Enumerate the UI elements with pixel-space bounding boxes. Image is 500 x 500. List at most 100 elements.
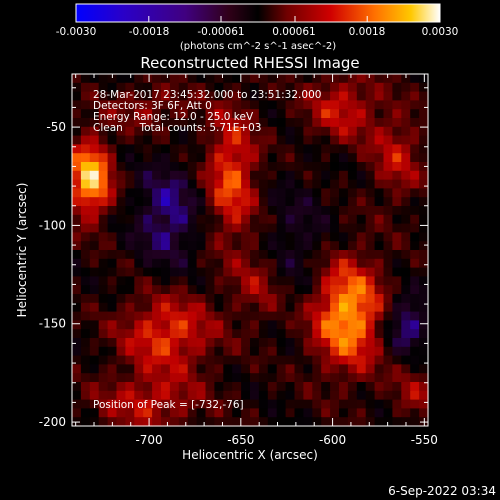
heatmap-cell (98, 338, 109, 348)
heatmap-cell (374, 74, 385, 84)
heatmap-cell (72, 91, 82, 101)
heatmap-cell (356, 135, 367, 145)
heatmap-cell (107, 214, 118, 225)
heatmap-cell (312, 135, 322, 145)
heatmap-cell (223, 100, 233, 110)
heatmap-cell (125, 153, 135, 163)
heatmap-cell (312, 197, 322, 207)
heatmap-cell (419, 302, 429, 313)
heatmap-cell (285, 144, 296, 154)
heatmap-cell (187, 241, 198, 251)
heatmap-cell (187, 135, 198, 145)
heatmap-cell (241, 82, 251, 93)
heatmap-cell (116, 206, 126, 216)
heatmap-cell (276, 232, 287, 242)
heatmap-cell (294, 100, 304, 110)
heatmap-cell (116, 338, 126, 348)
heatmap-cell (303, 135, 313, 145)
heatmap-cell (214, 250, 224, 260)
heatmap-cell (312, 276, 322, 286)
heatmap-cell (258, 373, 269, 383)
heatmap-cell (294, 126, 304, 137)
info-energy-range: Energy Range: 12.0 - 25.0 keV (93, 111, 254, 123)
heatmap-cell (250, 144, 260, 154)
heatmap-cell (125, 346, 135, 357)
heatmap-cell (365, 126, 376, 137)
heatmap-cell (178, 364, 189, 374)
heatmap-cell (250, 126, 260, 137)
heatmap-cell (214, 390, 224, 401)
heatmap-cell (125, 144, 135, 154)
heatmap-cell (152, 390, 162, 401)
heatmap-cell (80, 364, 91, 374)
heatmap-cell (347, 408, 358, 418)
heatmap-cell (392, 135, 402, 145)
info-block: 28-Mar-2017 23:45:32.000 to 23:51:32.000… (93, 89, 321, 134)
heatmap-cell (347, 382, 358, 392)
heatmap-cell (392, 258, 402, 269)
heatmap-cell (214, 399, 224, 409)
heatmap-cell (419, 118, 429, 128)
heatmap-cell (232, 188, 242, 198)
heatmap-cell (232, 417, 242, 427)
heatmap-cell (250, 346, 260, 357)
heatmap-cell (321, 144, 331, 154)
heatmap-cell (392, 206, 402, 216)
heatmap-cell (419, 206, 429, 216)
heatmap-cell (250, 302, 260, 313)
heatmap-cell (321, 188, 331, 198)
heatmap-cell (276, 276, 287, 286)
heatmap-cell (383, 197, 393, 207)
heatmap-cell (107, 250, 118, 260)
heatmap-cell (178, 258, 189, 269)
heatmap-cell (267, 241, 278, 251)
heatmap-cell (312, 74, 322, 84)
heatmap-cell (178, 91, 189, 101)
colorbar-tick-label: 0.00061 (272, 26, 315, 38)
info-total-counts: Clean Total counts: 5.71E+03 (93, 122, 262, 134)
heatmap-cell (161, 109, 171, 119)
heatmap-cell (196, 267, 207, 277)
heatmap-cell (285, 170, 296, 181)
heatmap-cell (134, 74, 144, 84)
heatmap-cell (365, 294, 376, 304)
heatmap-cell (365, 390, 376, 401)
heatmap-cell (134, 241, 144, 251)
heatmap-cell (72, 329, 82, 339)
heatmap-cell (401, 276, 411, 286)
heatmap-cell (276, 170, 287, 181)
heatmap-cell (125, 214, 135, 225)
heatmap-cell (383, 188, 393, 198)
heatmap-cell (143, 364, 153, 374)
heatmap-cell (312, 223, 322, 233)
heatmap-cell (134, 373, 144, 383)
heatmap-cell (152, 276, 162, 286)
heatmap-cell (89, 329, 100, 339)
heatmap-cell (356, 417, 367, 427)
heatmap-cell (250, 232, 260, 242)
heatmap-cell (169, 135, 180, 145)
heatmap-cell (383, 417, 393, 427)
heatmap-cell (276, 338, 287, 348)
heatmap-cell (250, 355, 260, 365)
heatmap-cell (365, 302, 376, 313)
heatmap-cell (205, 355, 215, 365)
heatmap-cell (356, 153, 367, 163)
heatmap-cell (116, 144, 126, 154)
heatmap-cell (134, 399, 144, 409)
heatmap-cell (107, 82, 118, 93)
heatmap-cell (294, 206, 304, 216)
heatmap-cell (116, 250, 126, 260)
heatmap-cell (178, 135, 189, 145)
heatmap-cell (312, 144, 322, 154)
heatmap-cell (374, 223, 385, 233)
heatmap-cell (134, 302, 144, 313)
heatmap-cell (107, 100, 118, 110)
heatmap-cell (89, 390, 100, 401)
heatmap-cell (187, 267, 198, 277)
heatmap-cell (134, 294, 144, 304)
heatmap-cell (223, 302, 233, 313)
heatmap-cell (401, 153, 411, 163)
heatmap-cell (374, 153, 385, 163)
heatmap-cell (401, 373, 411, 383)
